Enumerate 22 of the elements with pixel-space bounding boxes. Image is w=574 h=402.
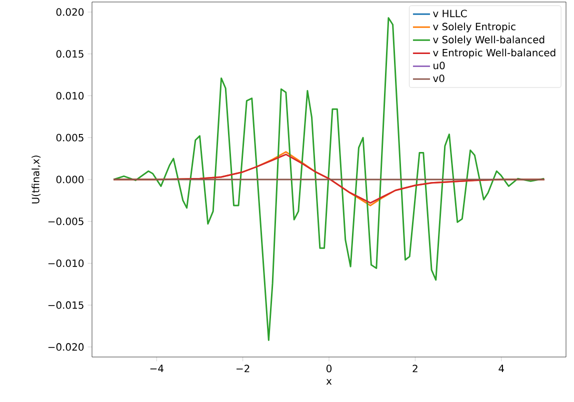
y-tick-label: 0.015 [56, 50, 84, 58]
x-tick-label: −4 [150, 364, 164, 372]
x-axis-title: x [326, 379, 332, 385]
y-tick-label: −0.015 [48, 301, 84, 309]
legend-label: u0 [434, 62, 445, 70]
y-tick-label: −0.020 [48, 343, 84, 351]
legend-label: v Solely Entropic [433, 22, 516, 32]
x-tick-label: 4 [498, 364, 504, 372]
legend-label: v Solely Well-balanced [433, 36, 544, 46]
x-tick-label: −2 [236, 364, 250, 372]
x-tick-label: 2 [412, 364, 418, 372]
x-tick-label: 0 [326, 364, 332, 372]
legend-label: v0 [433, 74, 444, 82]
y-tick-label: −0.010 [48, 259, 84, 267]
y-tick-label: 0.000 [56, 176, 84, 184]
y-tick-label: 0.010 [56, 92, 84, 100]
y-axis-title: U(tfinal,x) [32, 156, 41, 204]
y-tick-label: 0.005 [56, 134, 84, 142]
legend-label: v HLLC [433, 10, 467, 18]
legend-label: v Entropic Well-balanced [433, 48, 556, 58]
y-tick-label: 0.020 [56, 8, 84, 16]
y-tick-label: −0.005 [48, 218, 84, 226]
